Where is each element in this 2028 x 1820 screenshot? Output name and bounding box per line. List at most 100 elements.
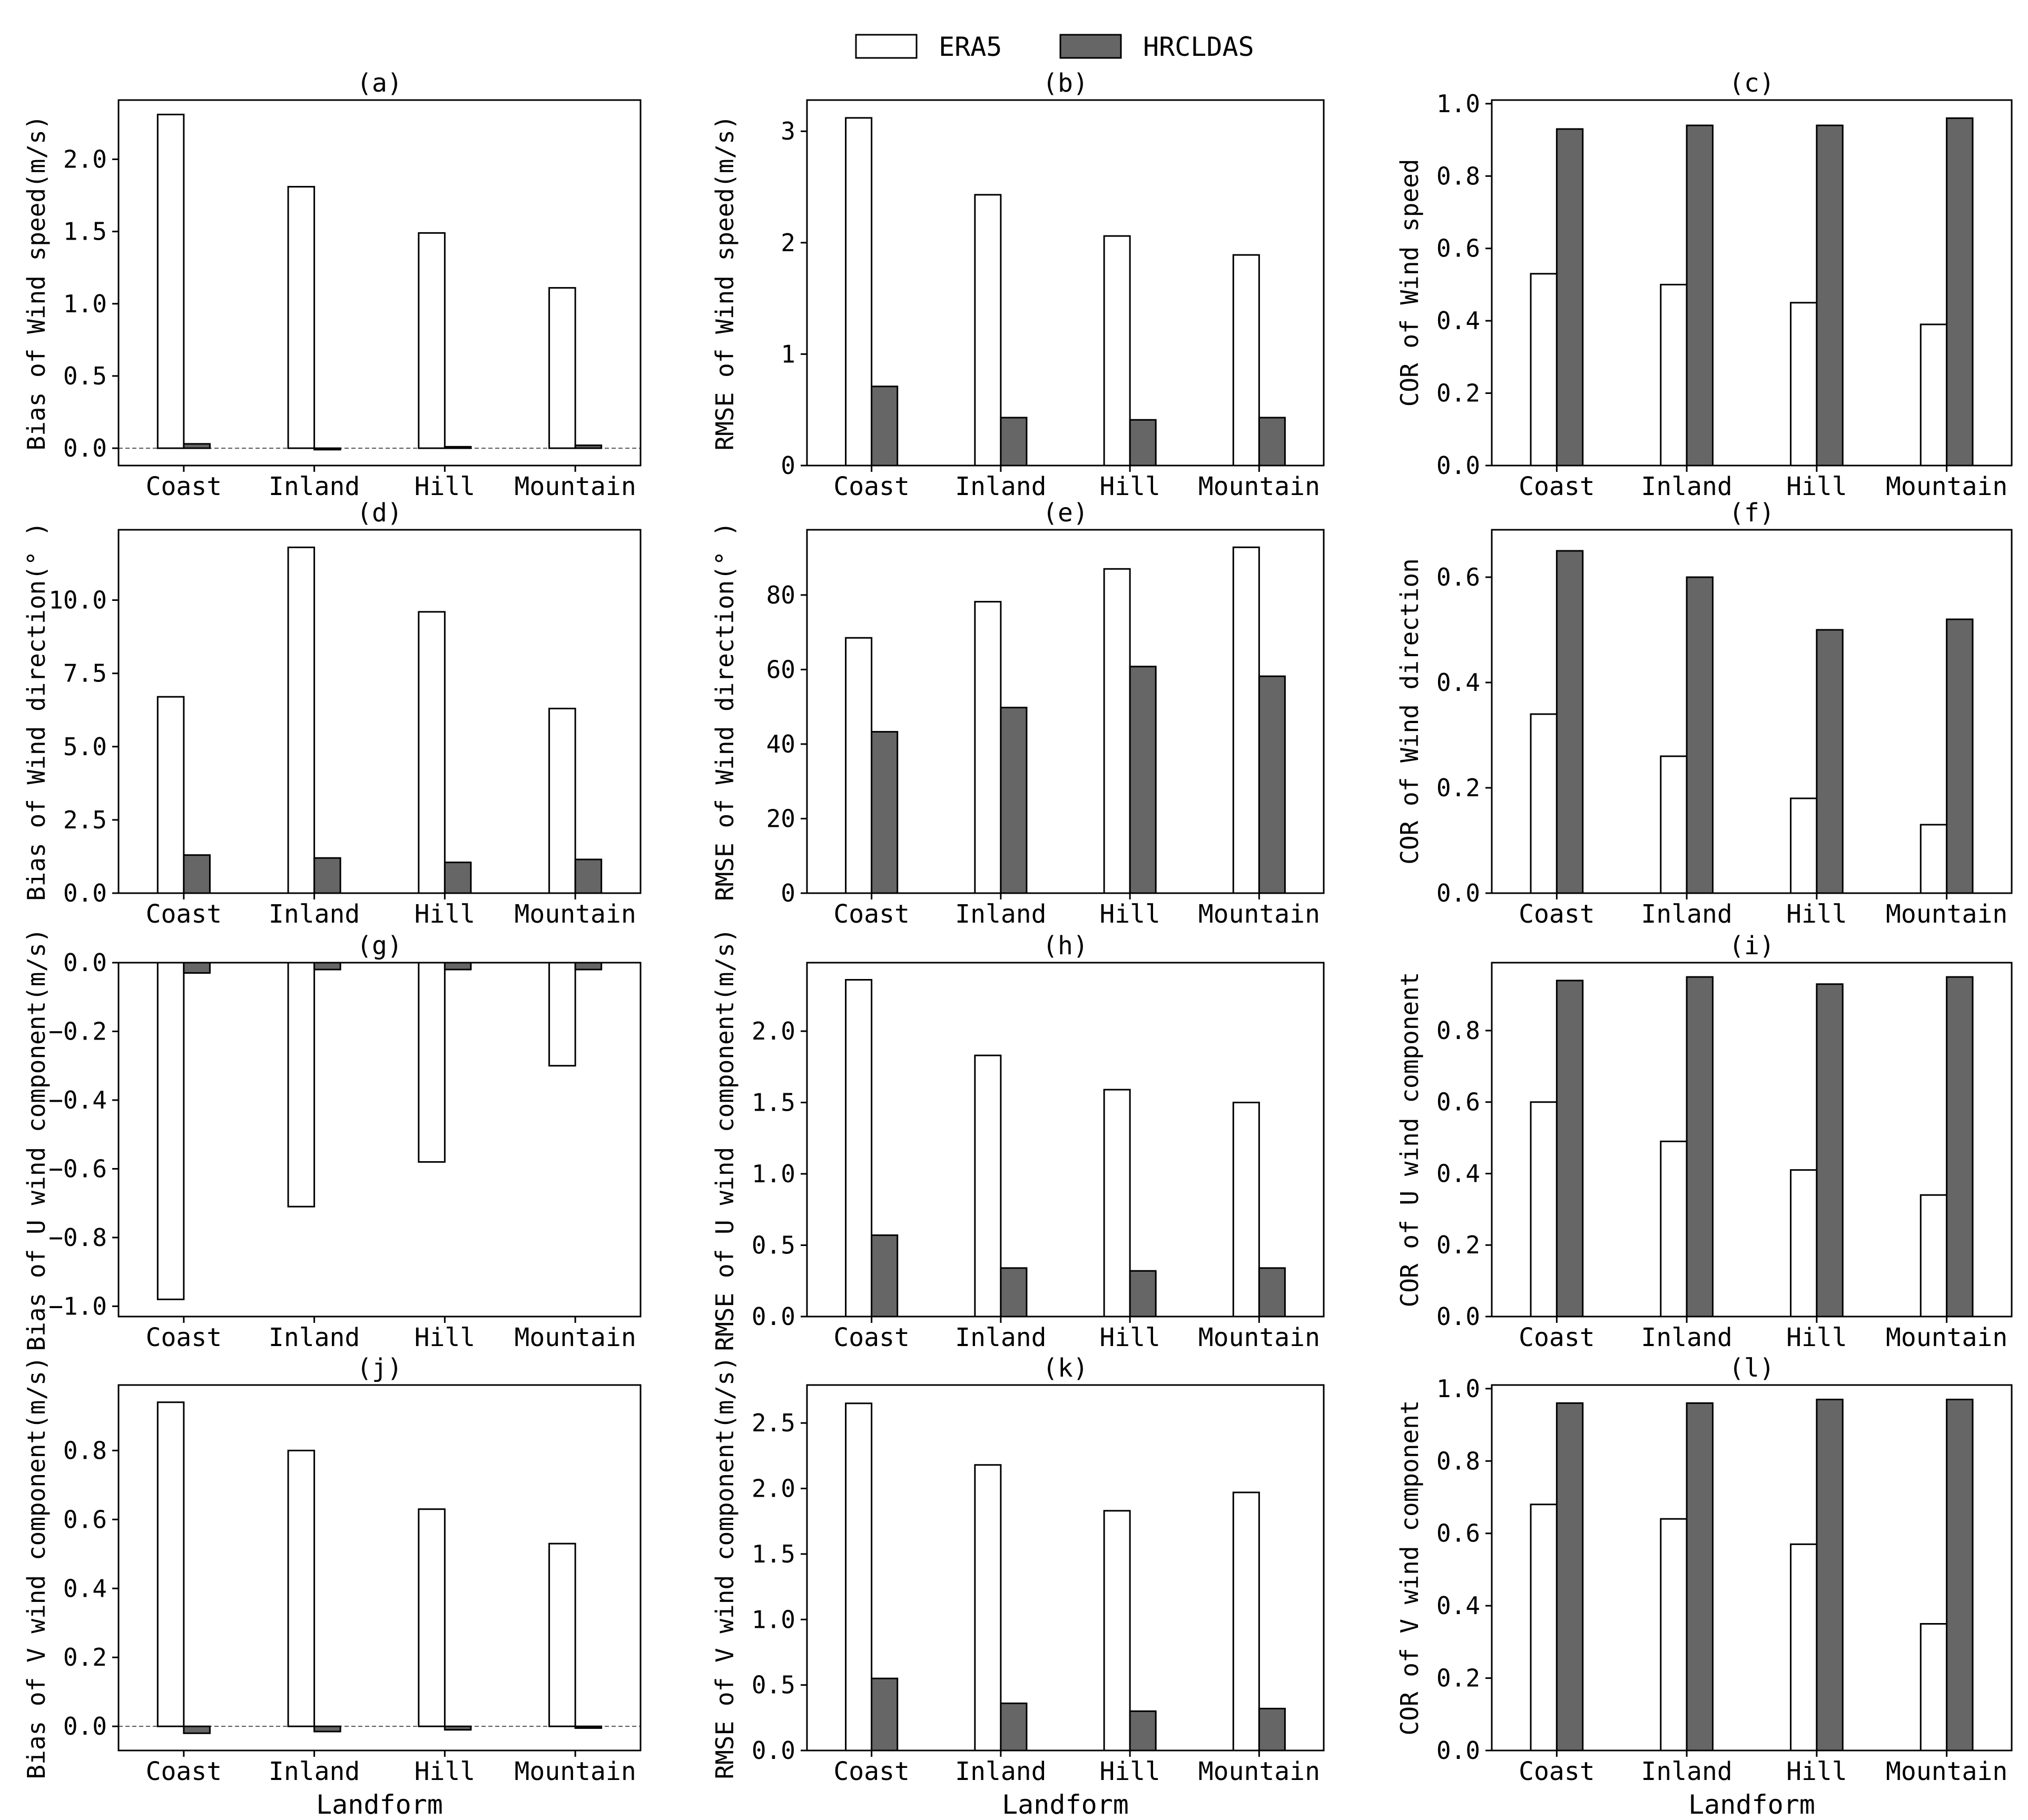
bar-era5-mountain <box>1232 1491 1260 1752</box>
bar-hrcldas-mountain <box>1258 675 1286 894</box>
panel-i-title: (i) <box>1729 931 1775 961</box>
y-tick-label: 1.0 <box>1436 90 1480 118</box>
y-tick-label: 2.5 <box>63 806 107 834</box>
y-tick-label: −0.4 <box>48 1086 107 1114</box>
bar-hrcldas-mountain <box>574 444 603 449</box>
panel-i: (i) 0.0 0.2 0.4 0.6 0.8 Coast Inland Hill Mountai… <box>1395 931 2013 1352</box>
bar-hrcldas-inland <box>1000 707 1028 894</box>
y-axis-label: COR of Wind speed <box>1395 159 1424 407</box>
y-tick-label: 0.2 <box>1436 1231 1480 1259</box>
bar-hrcldas-coast <box>1556 128 1584 467</box>
axes-frame <box>1491 962 2013 1318</box>
x-tick-label: Inland <box>1641 899 1732 929</box>
y-tick-label: 0.6 <box>1436 234 1480 263</box>
x-tick-label: Hill <box>1099 472 1160 501</box>
x-tick-label: Hill <box>1786 472 1847 501</box>
y-tick-label: 2.0 <box>63 145 107 173</box>
legend-swatch-era5 <box>855 34 918 59</box>
y-tick-label: 0.0 <box>752 1736 795 1765</box>
bar-era5-hill <box>1103 568 1131 894</box>
y-tick-label: 60 <box>766 655 795 684</box>
y-tick-label: 0.2 <box>1436 1664 1480 1693</box>
x-tick-label: Mountain <box>1886 1757 2007 1786</box>
y-tick-label: 1.0 <box>1436 1374 1480 1403</box>
panel-d: (d) 0.0 2.5 5.0 7.5 10.0 Coast Inland Hill Mounta… <box>22 498 642 929</box>
x-tick-label: Hill <box>415 1757 476 1786</box>
bar-era5-inland <box>974 194 1002 467</box>
y-tick-label: 0.5 <box>752 1671 795 1699</box>
y-tick-label: 2 <box>781 229 795 257</box>
y-tick-label: 1.5 <box>752 1089 795 1117</box>
bar-era5-mountain <box>1232 254 1260 467</box>
bar-hrcldas-mountain <box>1946 618 1974 894</box>
bar-era5-mountain <box>1919 1194 1948 1318</box>
y-tick-label: 0.6 <box>1436 1088 1480 1116</box>
y-tick-label: 0.6 <box>1436 1519 1480 1548</box>
y-tick-label: 0.2 <box>1436 774 1480 802</box>
x-tick-label: Coast <box>833 1323 910 1352</box>
y-axis-label: Bias of Wind speed(m/s) <box>22 115 51 451</box>
bar-hrcldas-inland <box>313 1725 341 1733</box>
x-tick-label: Inland <box>955 1757 1046 1786</box>
bar-hrcldas-coast <box>1556 550 1584 894</box>
x-tick-label: Coast <box>833 1757 910 1786</box>
y-tick-label: 0.5 <box>752 1231 795 1260</box>
panel-j: (j) 0.0 0.2 0.4 0.6 0.8 Coast Inland Hill Mountai… <box>22 1353 642 1820</box>
y-tick-label: 80 <box>766 581 795 609</box>
bar-era5-mountain <box>1919 323 1948 467</box>
panel-g: (g) −1.0 −0.8 −0.6 −0.4 −0.2 0.0 Coast Inland Hil… <box>22 928 642 1352</box>
panel-l: (l) 0.0 0.2 0.4 0.6 0.8 1.0 Coast Inland Hill Moun… <box>1395 1353 2013 1820</box>
y-axis-label: Bias of U wind component(m/s) <box>22 928 51 1351</box>
bar-hrcldas-hill <box>1816 124 1844 467</box>
bar-hrcldas-mountain <box>574 962 603 971</box>
y-tick-label: 0.4 <box>63 1574 107 1603</box>
panel-d-title: (d) <box>357 498 402 528</box>
panel-e-title: (e) <box>1042 498 1088 528</box>
y-tick-label: −1.0 <box>48 1292 107 1320</box>
bar-hrcldas-coast <box>871 1677 899 1752</box>
y-axis-label: RMSE of V wind component(m/s) <box>711 1356 739 1779</box>
y-tick-label: 1.0 <box>752 1605 795 1634</box>
y-tick-label: 0.4 <box>1436 306 1480 335</box>
x-tick-label: Inland <box>269 1757 360 1786</box>
axes-frame <box>806 529 1325 894</box>
axes-frame <box>1491 99 2013 467</box>
bar-hrcldas-coast <box>183 443 211 449</box>
y-tick-label: 0.6 <box>63 1505 107 1534</box>
bar-era5-mountain <box>548 287 576 449</box>
x-tick-label: Coast <box>146 899 222 929</box>
bar-era5-hill <box>418 232 446 449</box>
y-tick-label: 1.0 <box>63 290 107 318</box>
y-tick-label: 0.0 <box>63 434 107 462</box>
y-axis-label: COR of V wind component <box>1395 1400 1424 1736</box>
bar-hrcldas-inland <box>1686 124 1714 467</box>
bar-era5-coast <box>156 962 185 1300</box>
panel-k: (k) 0.0 0.5 1.0 1.5 2.0 2.5 Coast Inland Hill Moun… <box>711 1353 1325 1820</box>
bar-hrcldas-coast <box>1556 980 1584 1318</box>
bar-era5-inland <box>287 546 316 894</box>
x-tick-label: Hill <box>415 472 476 501</box>
x-tick-label: Inland <box>955 1323 1046 1352</box>
bar-hrcldas-coast <box>871 385 899 467</box>
bar-era5-coast <box>156 1401 185 1727</box>
bar-hrcldas-inland <box>313 447 341 451</box>
x-tick-label: Coast <box>833 472 910 501</box>
x-tick-label: Hill <box>1099 1757 1160 1786</box>
y-tick-label: 0.4 <box>1436 1591 1480 1620</box>
bar-hrcldas-hill <box>444 862 472 894</box>
y-tick-label: 0.0 <box>1436 1736 1480 1765</box>
bar-hrcldas-inland <box>313 857 341 894</box>
x-tick-label: Coast <box>1519 1323 1595 1352</box>
bar-hrcldas-inland <box>1686 1402 1714 1752</box>
bar-hrcldas-hill <box>1816 983 1844 1318</box>
panel-h-title: (h) <box>1042 931 1088 961</box>
x-tick-label: Mountain <box>515 1323 636 1352</box>
x-axis-label: Landform <box>1002 1789 1129 1820</box>
panel-a: (a) 0.0 0.5 1.0 1.5 2.0 Coast Inland Hill Mountai… <box>22 68 642 501</box>
panel-g-title: (g) <box>357 931 402 961</box>
bar-hrcldas-hill <box>1816 1398 1844 1752</box>
y-tick-label: 0.4 <box>1436 1159 1480 1188</box>
y-tick-label: 0.0 <box>63 948 107 977</box>
bar-hrcldas-mountain <box>574 858 603 894</box>
bar-hrcldas-coast <box>871 731 899 894</box>
